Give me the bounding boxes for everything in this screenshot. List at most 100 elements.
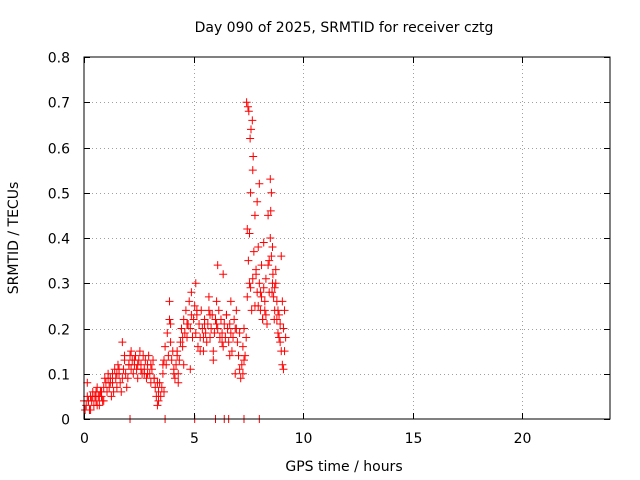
data-point <box>141 356 150 365</box>
data-point <box>247 306 256 315</box>
data-point <box>233 338 242 347</box>
data-point <box>206 310 215 319</box>
data-point <box>104 374 113 383</box>
data-point <box>115 365 124 374</box>
data-point <box>268 243 277 252</box>
data-point <box>181 306 190 315</box>
data-point <box>136 365 145 374</box>
data-point <box>150 374 159 383</box>
y-tick-label: 0.6 <box>48 142 70 158</box>
data-point <box>174 378 183 387</box>
data-point <box>210 329 219 338</box>
data-point <box>248 166 257 175</box>
data-point <box>165 297 174 306</box>
data-point <box>176 338 185 347</box>
data-points <box>80 98 290 423</box>
data-point <box>237 360 246 369</box>
data-point <box>161 342 170 351</box>
y-tick-label: 0.7 <box>48 96 70 112</box>
data-point <box>260 306 269 315</box>
data-point <box>186 365 195 374</box>
data-point <box>254 243 263 252</box>
data-point <box>93 401 102 410</box>
data-point <box>173 347 182 356</box>
data-point <box>147 365 156 374</box>
x-axis-label: GPS time / hours <box>285 459 402 475</box>
data-point <box>196 347 205 356</box>
data-point <box>135 347 144 356</box>
x-tick-label: 5 <box>190 431 199 447</box>
data-point <box>183 319 192 328</box>
data-point <box>238 342 247 351</box>
data-point <box>178 333 187 342</box>
data-point <box>157 383 166 392</box>
y-tick-label: 0.1 <box>48 368 70 384</box>
y-tick-label: 0.4 <box>48 232 70 248</box>
data-point <box>247 125 256 134</box>
data-point <box>280 347 289 356</box>
data-point <box>243 292 252 301</box>
data-point <box>172 360 181 369</box>
data-point <box>99 396 108 405</box>
data-point <box>273 329 282 338</box>
data-point <box>232 306 241 315</box>
data-point <box>159 356 168 365</box>
data-point <box>146 360 155 369</box>
data-point <box>249 152 258 161</box>
data-point <box>124 360 133 369</box>
data-point <box>223 324 232 333</box>
data-point <box>192 306 201 315</box>
data-point <box>244 107 253 116</box>
data-point <box>264 211 273 220</box>
data-point <box>178 342 187 351</box>
data-point <box>177 324 186 333</box>
data-point <box>219 342 228 351</box>
data-point <box>246 188 255 197</box>
data-point <box>267 252 276 261</box>
data-point <box>231 369 240 378</box>
data-point <box>266 175 275 184</box>
data-point <box>218 338 227 347</box>
data-point <box>116 378 125 387</box>
data-point <box>244 256 253 265</box>
data-point <box>246 283 255 292</box>
data-point <box>245 229 254 238</box>
data-point <box>260 297 269 306</box>
data-point <box>187 288 196 297</box>
data-point <box>219 270 228 279</box>
data-point <box>268 270 277 279</box>
data-point <box>105 383 114 392</box>
data-point <box>243 102 252 111</box>
data-point <box>222 310 231 319</box>
data-point <box>229 333 238 342</box>
data-point <box>106 378 115 387</box>
data-point <box>245 279 254 288</box>
data-point <box>259 238 268 247</box>
data-point <box>235 365 244 374</box>
data-point <box>225 351 234 360</box>
data-point <box>279 365 288 374</box>
data-point <box>107 392 116 401</box>
y-tick-label: 0.2 <box>48 323 70 339</box>
data-point <box>257 261 266 270</box>
data-point <box>153 378 162 387</box>
data-point <box>164 351 173 360</box>
grid <box>84 57 610 419</box>
data-point <box>179 360 188 369</box>
data-point <box>271 279 280 288</box>
data-point <box>129 369 138 378</box>
data-point <box>273 306 282 315</box>
data-point <box>230 315 239 324</box>
data-point <box>165 315 174 324</box>
data-point <box>201 329 210 338</box>
data-point <box>142 374 151 383</box>
data-point <box>202 338 211 347</box>
data-point <box>123 374 132 383</box>
data-point <box>209 356 218 365</box>
data-point <box>242 333 251 342</box>
data-point <box>84 396 93 405</box>
data-point <box>265 256 274 265</box>
data-point <box>235 329 244 338</box>
